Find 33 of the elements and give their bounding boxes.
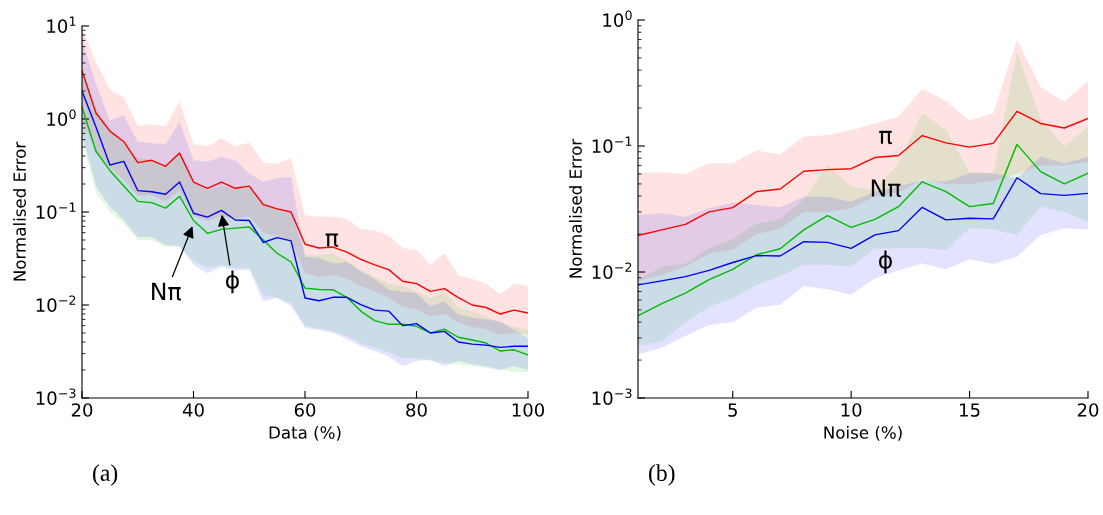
x-tick-label: 20 — [71, 403, 93, 417]
x-axis-title: Data (%) — [269, 425, 341, 441]
y-tick-label: 10$^{−1}$ — [592, 136, 632, 153]
text: (a) — [93, 464, 118, 486]
line-series — [82, 70, 528, 315]
line-series — [638, 177, 1088, 286]
x-tick-label: 80 — [406, 403, 427, 417]
x-axis-title: Noise (%) — [824, 425, 902, 441]
y-tick-label: 10$^{1}$ — [47, 16, 76, 33]
y-axis-title: Normalised Error — [569, 138, 582, 278]
y-tick-label: 10$^{−3}$ — [592, 388, 632, 405]
annotation: π — [325, 233, 339, 247]
x-tick-label: 60 — [294, 403, 316, 417]
y-tick-label: 10$^{−2}$ — [592, 262, 632, 279]
line-series — [638, 110, 1088, 237]
annotation: π — [879, 130, 892, 145]
line-series — [638, 143, 1088, 317]
x-tick-label: 40 — [182, 403, 204, 417]
x-tick-label: 100 — [512, 403, 545, 417]
x-tick-label: 20 — [1077, 403, 1099, 417]
y-tick-label: 10$^{0}$ — [603, 10, 632, 27]
annotation: ϕ — [879, 250, 892, 274]
text: (b) — [649, 464, 675, 486]
x-tick-label: 10 — [841, 403, 862, 417]
annotation: Nπ — [152, 282, 181, 301]
x-tick-label: 5 — [728, 403, 737, 417]
annotation: ϕ — [225, 270, 239, 294]
y-tick-label: 10$^{−1}$ — [36, 202, 76, 219]
y-tick-label: 10$^{−2}$ — [36, 295, 76, 312]
y-tick-label: 10$^{0}$ — [47, 109, 76, 126]
x-tick-label: 15 — [960, 403, 980, 417]
y-axis-title: Normalised Error — [13, 141, 26, 281]
annotation: Nπ — [871, 179, 901, 198]
